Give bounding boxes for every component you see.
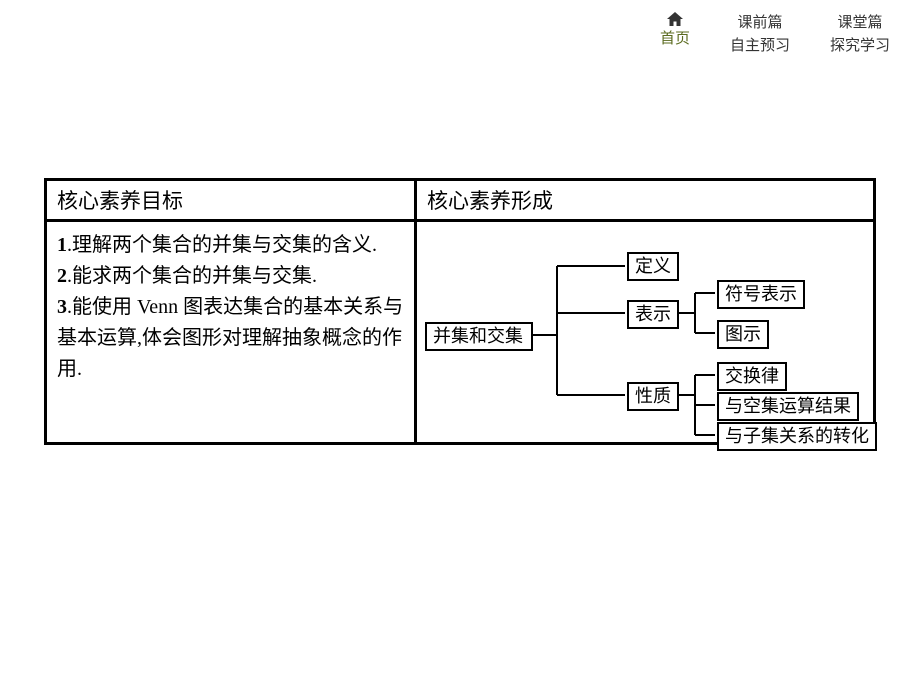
node-commutative: 交换律 xyxy=(717,362,787,391)
node-root: 并集和交集 xyxy=(425,322,533,351)
table-header-row: 核心素养目标 核心素养形成 xyxy=(47,181,873,222)
content-table: 核心素养目标 核心素养形成 1.理解两个集合的并集与交集的含义. 2.能求两个集… xyxy=(44,178,876,445)
node-emptyset: 与空集运算结果 xyxy=(717,392,859,421)
node-representation: 表示 xyxy=(627,300,679,329)
home-icon xyxy=(667,12,683,26)
goals-cell: 1.理解两个集合的并集与交集的含义. 2.能求两个集合的并集与交集. 3.能使用… xyxy=(47,222,417,442)
nav-home-label: 首页 xyxy=(660,30,690,47)
goal-1: 1.理解两个集合的并集与交集的含义. xyxy=(57,230,404,261)
nav-preclass-line1: 课前篇 xyxy=(737,14,782,31)
nav-inclass-line2: 探究学习 xyxy=(830,37,890,54)
nav-inclass-line1: 课堂篇 xyxy=(837,14,882,31)
table-body-row: 1.理解两个集合的并集与交集的含义. 2.能求两个集合的并集与交集. 3.能使用… xyxy=(47,222,873,442)
top-nav: 首页 课前篇 自主预习 课堂篇 探究学习 xyxy=(660,12,890,57)
node-definition: 定义 xyxy=(627,252,679,281)
node-symbol-rep: 符号表示 xyxy=(717,280,805,309)
goal-2: 2.能求两个集合的并集与交集. xyxy=(57,261,404,292)
nav-preclass-line2: 自主预习 xyxy=(730,37,790,54)
node-properties: 性质 xyxy=(627,382,679,411)
header-right: 核心素养形成 xyxy=(417,181,873,219)
tree-diagram: 并集和交集 定义 表示 符号表示 图示 性质 交换律 与空集运算结果 与子集关系… xyxy=(417,222,873,442)
header-left: 核心素养目标 xyxy=(47,181,417,219)
node-subset: 与子集关系的转化 xyxy=(717,422,877,451)
node-graphic-rep: 图示 xyxy=(717,320,769,349)
nav-inclass[interactable]: 课堂篇 探究学习 xyxy=(830,12,890,57)
nav-home[interactable]: 首页 xyxy=(660,12,690,57)
goal-3: 3.能使用 Venn 图表达集合的基本关系与基本运算,体会图形对理解抽象概念的作… xyxy=(57,292,404,385)
nav-preclass[interactable]: 课前篇 自主预习 xyxy=(730,12,790,57)
